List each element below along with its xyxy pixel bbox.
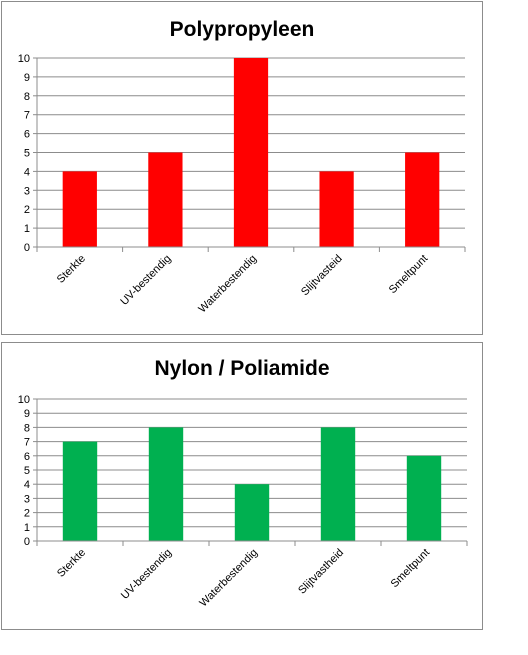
y-tick-label: 8: [24, 91, 30, 103]
chart-svg-polypropyleen: Polypropyleen 0 1 2 3 4 5 6 7 8 9 10 Sterkte UV-beste…: [18, 18, 466, 316]
bar: [319, 171, 354, 247]
bar: [148, 152, 183, 247]
y-tick-label: 6: [24, 451, 30, 463]
chart-nylon-poliamide: Nylon / Poliamide 0 1 2 3 4 5 6 7 8 9 10 Sterkte UV-b…: [1, 342, 483, 630]
chart-svg-nylon: Nylon / Poliamide 0 1 2 3 4 5 6 7 8 9 10 Sterkte UV-b…: [18, 357, 468, 610]
x-tick-label: UV-bestendig: [119, 547, 174, 602]
y-tick-label: 9: [24, 408, 30, 420]
chart-title: Polypropyleen: [170, 18, 315, 41]
bar: [234, 484, 270, 541]
x-tick-label: Slijtvasteid: [299, 253, 345, 299]
bar: [406, 455, 442, 541]
bar: [405, 152, 440, 247]
x-tick-label: Slijtvastheid: [296, 547, 346, 597]
y-tick-label: 1: [24, 522, 30, 534]
y-tick-label: 4: [24, 479, 30, 491]
y-tick-label: 5: [24, 148, 30, 160]
y-tick-label: 2: [24, 508, 30, 520]
y-tick-label: 5: [24, 465, 30, 477]
y-tick-label: 0: [24, 536, 30, 548]
x-tick-label: Sterkte: [55, 547, 88, 580]
y-tick-label: 8: [24, 422, 30, 434]
y-tick-label: 7: [24, 110, 30, 122]
y-tick-label: 3: [24, 185, 30, 197]
y-tick-label: 6: [24, 129, 30, 141]
bar: [233, 58, 269, 247]
y-tick-label: 3: [24, 493, 30, 505]
chart-polypropyleen: Polypropyleen 0 1 2 3 4 5 6 7 8 9 10 Sterkte UV-beste…: [1, 1, 483, 335]
bar: [148, 427, 184, 541]
bar: [320, 427, 356, 541]
x-tick-label: Waterbestendig: [197, 547, 260, 610]
y-tick-label: 2: [24, 204, 30, 216]
x-tick-label: Waterbestendig: [196, 253, 259, 316]
x-tick-label: Smeltpunt: [387, 253, 431, 297]
chart-title: Nylon / Poliamide: [154, 357, 329, 380]
y-tick-label: 0: [24, 242, 30, 254]
y-tick-label: 7: [24, 437, 30, 449]
x-tick-label: UV-bestendig: [118, 253, 173, 308]
y-tick-label: 10: [18, 394, 30, 406]
bar: [62, 171, 97, 247]
y-tick-label: 9: [24, 72, 30, 84]
y-tick-label: 1: [24, 223, 30, 235]
bar: [62, 441, 98, 541]
y-tick-label: 10: [18, 53, 30, 65]
x-tick-label: Smeltpunt: [389, 547, 433, 591]
y-tick-label: 4: [24, 166, 30, 178]
x-tick-label: Sterkte: [55, 253, 88, 286]
